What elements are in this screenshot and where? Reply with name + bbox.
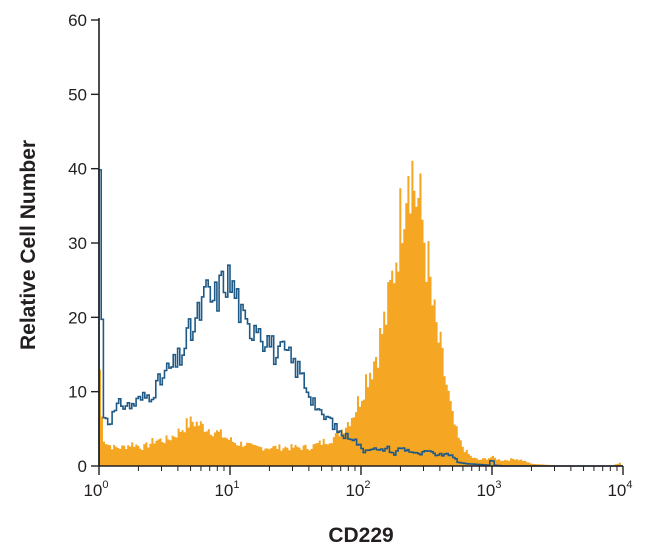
y-tick-label: 10: [68, 383, 87, 402]
x-tick-base: 10: [345, 481, 364, 500]
y-tick-label: 60: [68, 11, 87, 30]
x-tick-base: 10: [476, 481, 495, 500]
y-axis-title: Relative Cell Number: [17, 140, 40, 350]
x-tick-exponent: 1: [233, 479, 239, 491]
x-tick-base: 10: [83, 481, 102, 500]
x-tick-exponent: 2: [364, 479, 370, 491]
x-tick-label: 101: [214, 479, 239, 500]
x-tick-label: 102: [345, 479, 370, 500]
y-tick-label: 30: [68, 234, 87, 253]
x-tick-exponent: 4: [626, 479, 632, 491]
histogram-positive-fill: [99, 160, 623, 466]
axes-layer: [91, 18, 624, 475]
x-tick-label: 104: [607, 479, 632, 500]
x-tick-label: 103: [476, 479, 501, 500]
x-tick-label: 100: [83, 479, 108, 500]
y-tick-label: 40: [68, 160, 87, 179]
x-tick-base: 10: [214, 481, 233, 500]
y-tick-label: 20: [68, 308, 87, 327]
x-tick-base: 10: [607, 481, 626, 500]
series-layer: [98, 160, 623, 467]
x-tick-exponent: 3: [495, 479, 501, 491]
x-axis-title: CD229: [328, 524, 393, 547]
x-tick-exponent: 0: [102, 479, 108, 491]
histogram-isotype-outline: [98, 169, 623, 467]
y-tick-label: 50: [68, 85, 87, 104]
y-tick-label: 0: [78, 457, 87, 476]
